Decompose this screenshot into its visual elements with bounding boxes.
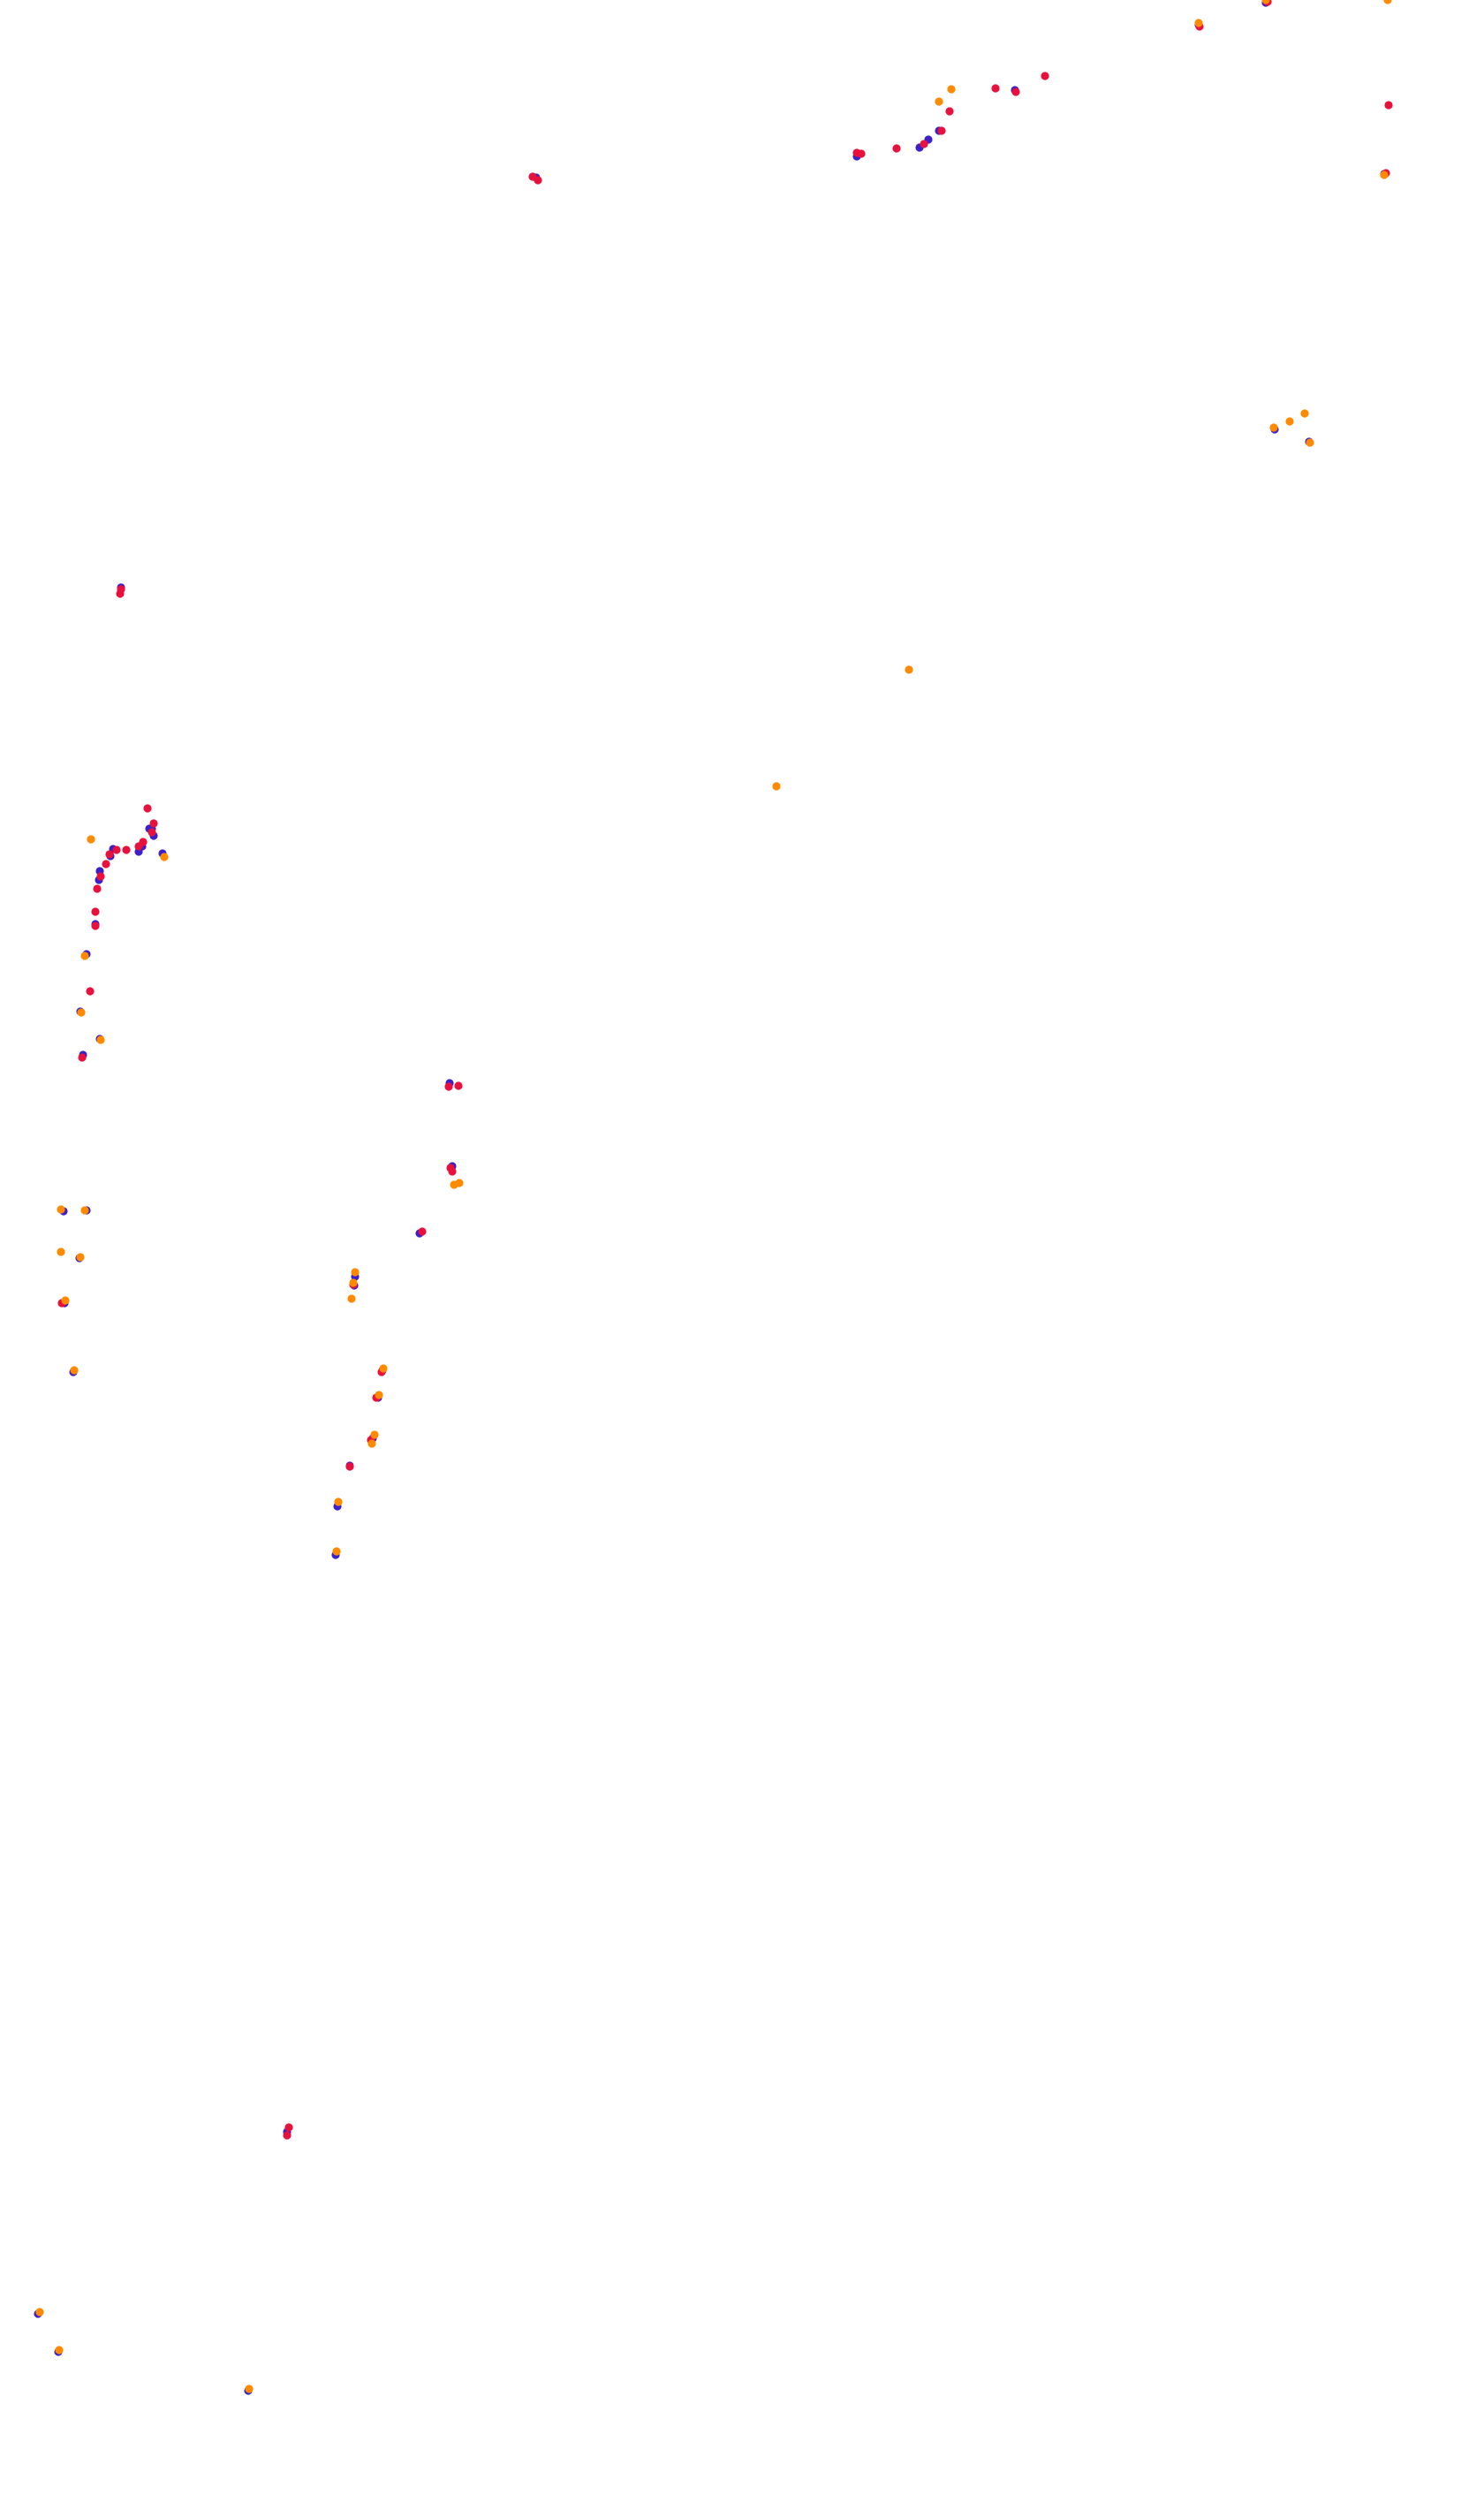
data-point-orange-13 [160, 853, 169, 861]
data-point-red-7 [892, 144, 901, 153]
data-point-orange-7 [1285, 417, 1294, 426]
data-point-red-37 [418, 1227, 427, 1236]
data-point-orange-16 [96, 1035, 105, 1044]
data-point-red-10 [945, 107, 954, 116]
data-point-red-16 [116, 589, 125, 598]
data-point-orange-10 [905, 665, 913, 674]
data-point-red-4 [534, 176, 542, 185]
data-point-orange-18 [80, 1206, 89, 1215]
data-point-red-29 [91, 921, 100, 930]
data-point-orange-14 [80, 952, 89, 960]
data-point-orange-30 [370, 1430, 379, 1439]
data-point-red-27 [93, 884, 102, 893]
data-point-red-13 [1041, 72, 1049, 80]
data-point-red-22 [122, 845, 131, 854]
data-point-red-33 [444, 1082, 453, 1091]
data-point-red-30 [86, 987, 95, 996]
data-point-orange-25 [351, 1268, 360, 1277]
data-point-red-44 [283, 2131, 292, 2140]
data-point-orange-36 [245, 2384, 254, 2393]
data-point-orange-26 [349, 1278, 358, 1287]
points-layer [34, 0, 1393, 2395]
data-point-red-11 [991, 84, 1000, 93]
data-point-red-36 [448, 1167, 457, 1176]
data-point-red-2 [1384, 101, 1393, 110]
data-point-orange-22 [70, 1366, 79, 1375]
data-point-orange-11 [772, 782, 781, 791]
data-point-orange-24 [450, 1180, 458, 1189]
data-point-red-43 [284, 2123, 293, 2132]
data-point-red-31 [78, 1053, 87, 1062]
data-point-orange-20 [76, 1253, 85, 1262]
data-point-red-17 [143, 804, 152, 813]
data-point-orange-4 [947, 85, 956, 94]
data-point-orange-0 [1383, 0, 1392, 4]
data-point-orange-34 [35, 2308, 44, 2316]
data-point-red-9 [937, 126, 946, 135]
data-point-orange-9 [1306, 438, 1314, 447]
data-point-red-8 [920, 140, 928, 148]
data-point-orange-1 [1194, 19, 1203, 27]
data-point-red-24 [105, 850, 114, 859]
data-point-red-42 [345, 1462, 354, 1471]
data-point-orange-21 [61, 1296, 70, 1305]
data-point-orange-29 [375, 1391, 383, 1399]
data-point-orange-32 [334, 1497, 343, 1506]
data-point-red-6 [857, 149, 866, 158]
data-point-red-19 [148, 828, 156, 837]
data-point-red-12 [1011, 87, 1020, 96]
data-point-orange-28 [379, 1364, 388, 1373]
data-point-orange-19 [57, 1247, 65, 1256]
data-point-orange-35 [55, 2346, 64, 2354]
data-point-orange-12 [87, 835, 95, 844]
data-point-orange-6 [1269, 423, 1278, 432]
data-point-orange-17 [57, 1205, 65, 1214]
data-point-red-28 [91, 907, 100, 916]
data-point-orange-3 [935, 97, 943, 106]
data-point-red-34 [454, 1081, 463, 1090]
data-point-red-18 [149, 819, 158, 828]
data-point-orange-27 [347, 1294, 356, 1303]
data-point-orange-33 [332, 1547, 341, 1556]
data-point-red-25 [102, 860, 110, 868]
data-point-red-21 [134, 842, 143, 851]
data-point-red-26 [96, 872, 105, 881]
data-point-red-23 [112, 845, 121, 854]
data-point-orange-8 [1300, 409, 1309, 418]
data-point-orange-2 [1261, 0, 1270, 4]
data-point-orange-5 [1380, 171, 1389, 179]
data-point-orange-31 [367, 1439, 376, 1448]
data-point-orange-15 [77, 1008, 86, 1017]
